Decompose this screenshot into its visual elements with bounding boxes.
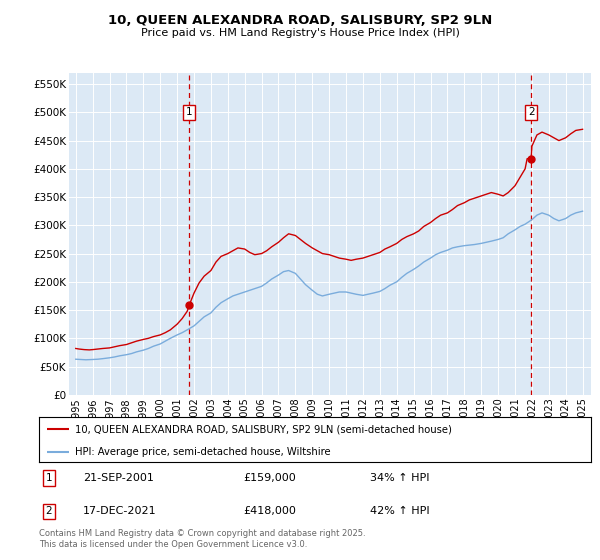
Text: £159,000: £159,000 [243,473,296,483]
Text: 10, QUEEN ALEXANDRA ROAD, SALISBURY, SP2 9LN: 10, QUEEN ALEXANDRA ROAD, SALISBURY, SP2… [108,14,492,27]
Text: Contains HM Land Registry data © Crown copyright and database right 2025.
This d: Contains HM Land Registry data © Crown c… [39,529,365,549]
Text: 1: 1 [46,473,52,483]
Text: £418,000: £418,000 [243,506,296,516]
Text: 10, QUEEN ALEXANDRA ROAD, SALISBURY, SP2 9LN (semi-detached house): 10, QUEEN ALEXANDRA ROAD, SALISBURY, SP2… [75,424,452,435]
Text: 2: 2 [46,506,52,516]
Text: 34% ↑ HPI: 34% ↑ HPI [370,473,430,483]
Text: 17-DEC-2021: 17-DEC-2021 [83,506,157,516]
Text: 21-SEP-2001: 21-SEP-2001 [83,473,154,483]
Text: 1: 1 [186,108,193,118]
Text: HPI: Average price, semi-detached house, Wiltshire: HPI: Average price, semi-detached house,… [75,447,331,457]
Text: 42% ↑ HPI: 42% ↑ HPI [370,506,430,516]
Text: 2: 2 [528,108,535,118]
Text: Price paid vs. HM Land Registry's House Price Index (HPI): Price paid vs. HM Land Registry's House … [140,28,460,38]
